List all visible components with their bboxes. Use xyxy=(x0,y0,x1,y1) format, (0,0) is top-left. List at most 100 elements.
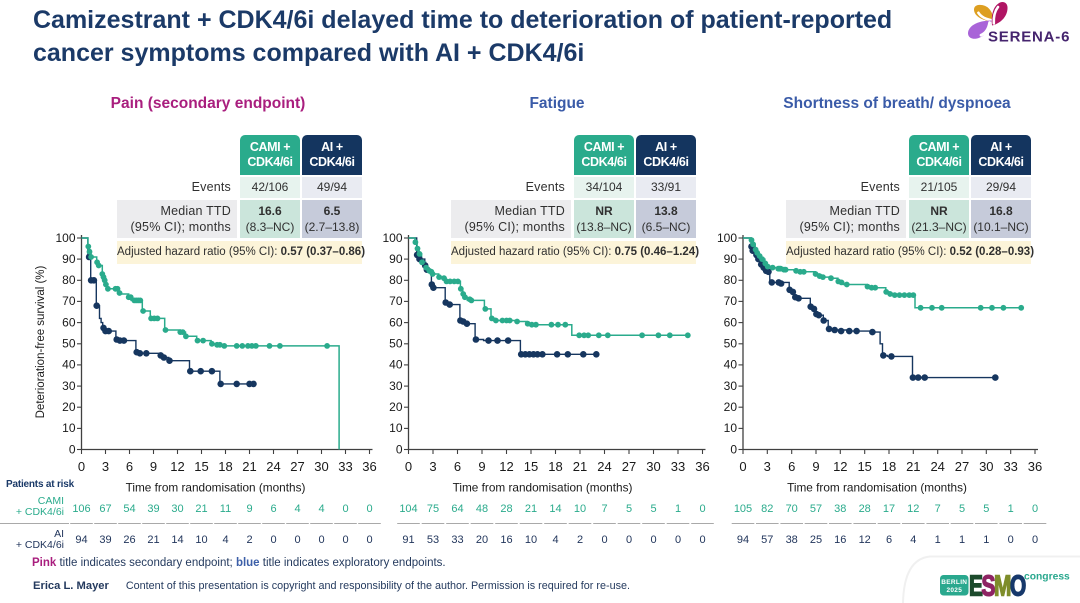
svg-text:39: 39 xyxy=(99,534,111,546)
svg-text:2025: 2025 xyxy=(946,587,962,594)
svg-text:12: 12 xyxy=(170,459,184,474)
svg-text:21: 21 xyxy=(525,503,537,515)
svg-text:9: 9 xyxy=(150,459,157,474)
svg-text:30: 30 xyxy=(171,503,183,515)
svg-text:94: 94 xyxy=(75,534,87,546)
svg-text:16: 16 xyxy=(500,534,512,546)
svg-text:0: 0 xyxy=(730,442,737,456)
svg-text:6: 6 xyxy=(270,503,276,515)
svg-text:M: M xyxy=(994,570,1011,602)
svg-text:20: 20 xyxy=(389,400,403,414)
svg-text:14: 14 xyxy=(549,503,561,515)
svg-text:36: 36 xyxy=(695,459,709,474)
svg-text:82: 82 xyxy=(761,503,773,515)
svg-text:0: 0 xyxy=(69,442,76,456)
svg-text:10: 10 xyxy=(389,421,403,435)
svg-text:70: 70 xyxy=(389,294,403,308)
svg-text:11: 11 xyxy=(220,503,231,515)
svg-text:12: 12 xyxy=(833,459,847,474)
svg-text:0: 0 xyxy=(626,534,632,546)
svg-text:27: 27 xyxy=(955,459,969,474)
svg-text:0: 0 xyxy=(318,534,324,546)
svg-text:0: 0 xyxy=(739,459,746,474)
svg-text:0: 0 xyxy=(342,503,348,515)
svg-text:100: 100 xyxy=(55,231,75,245)
svg-text:0: 0 xyxy=(1008,534,1014,546)
svg-text:105: 105 xyxy=(734,503,752,515)
svg-text:30: 30 xyxy=(389,379,403,393)
svg-text:0: 0 xyxy=(294,534,300,546)
svg-text:33: 33 xyxy=(671,459,685,474)
svg-text:12: 12 xyxy=(907,503,919,515)
svg-text:Deterioration-free survival (%: Deterioration-free survival (%) xyxy=(35,265,47,418)
svg-text:64: 64 xyxy=(451,503,463,515)
svg-text:10: 10 xyxy=(195,534,207,546)
svg-text:4: 4 xyxy=(910,534,916,546)
svg-text:2: 2 xyxy=(577,534,583,546)
svg-text:12: 12 xyxy=(499,459,513,474)
svg-text:6: 6 xyxy=(126,459,133,474)
svg-text:106: 106 xyxy=(72,503,90,515)
svg-text:3: 3 xyxy=(102,459,109,474)
svg-text:17: 17 xyxy=(883,503,895,515)
svg-text:40: 40 xyxy=(62,358,76,372)
svg-text:0: 0 xyxy=(675,534,681,546)
svg-text:5: 5 xyxy=(983,503,989,515)
svg-text:21: 21 xyxy=(195,503,207,515)
svg-text:1: 1 xyxy=(675,503,681,515)
svg-text:15: 15 xyxy=(194,459,208,474)
svg-text:30: 30 xyxy=(979,459,993,474)
svg-text:0: 0 xyxy=(78,459,85,474)
svg-text:33: 33 xyxy=(338,459,352,474)
svg-text:10: 10 xyxy=(574,503,586,515)
svg-text:12: 12 xyxy=(859,534,871,546)
svg-text:1: 1 xyxy=(983,534,989,546)
svg-text:80: 80 xyxy=(724,273,738,287)
svg-text:10: 10 xyxy=(62,421,76,435)
svg-text:21: 21 xyxy=(573,459,587,474)
svg-text:0: 0 xyxy=(366,503,372,515)
svg-text:Time from randomisation (month: Time from randomisation (months) xyxy=(126,481,306,495)
svg-text:6: 6 xyxy=(788,459,795,474)
svg-text:20: 20 xyxy=(476,534,488,546)
svg-text:0: 0 xyxy=(601,534,607,546)
svg-text:21: 21 xyxy=(906,459,920,474)
svg-text:39: 39 xyxy=(147,503,159,515)
svg-text:0: 0 xyxy=(405,459,412,474)
svg-text:15: 15 xyxy=(524,459,538,474)
svg-text:100: 100 xyxy=(717,231,737,245)
svg-text:50: 50 xyxy=(62,337,76,351)
svg-text:4: 4 xyxy=(294,503,300,515)
svg-text:30: 30 xyxy=(314,459,328,474)
svg-text:60: 60 xyxy=(62,315,76,329)
svg-text:40: 40 xyxy=(389,358,403,372)
svg-text:0: 0 xyxy=(699,534,705,546)
svg-text:7: 7 xyxy=(935,503,941,515)
svg-text:90: 90 xyxy=(724,252,738,266)
svg-text:36: 36 xyxy=(1028,459,1042,474)
svg-text:18: 18 xyxy=(548,459,562,474)
svg-text:94: 94 xyxy=(737,534,749,546)
svg-text:4: 4 xyxy=(222,534,228,546)
svg-text:18: 18 xyxy=(218,459,232,474)
svg-text:O: O xyxy=(1010,570,1026,602)
svg-text:BERLIN: BERLIN xyxy=(941,579,967,586)
svg-text:9: 9 xyxy=(246,503,252,515)
svg-text:0: 0 xyxy=(270,534,276,546)
svg-text:20: 20 xyxy=(724,400,738,414)
svg-text:33: 33 xyxy=(1003,459,1017,474)
svg-text:33: 33 xyxy=(451,534,463,546)
svg-text:E: E xyxy=(969,570,983,602)
svg-text:24: 24 xyxy=(930,459,944,474)
svg-text:30: 30 xyxy=(62,379,76,393)
svg-text:SERENA-6: SERENA-6 xyxy=(988,29,1070,46)
svg-text:67: 67 xyxy=(99,503,111,515)
svg-text:5: 5 xyxy=(650,503,656,515)
svg-text:3: 3 xyxy=(764,459,771,474)
svg-text:congress: congress xyxy=(1024,572,1070,583)
svg-text:5: 5 xyxy=(959,503,965,515)
svg-text:21: 21 xyxy=(147,534,159,546)
svg-text:28: 28 xyxy=(859,503,871,515)
svg-text:75: 75 xyxy=(427,503,439,515)
svg-text:21: 21 xyxy=(242,459,256,474)
